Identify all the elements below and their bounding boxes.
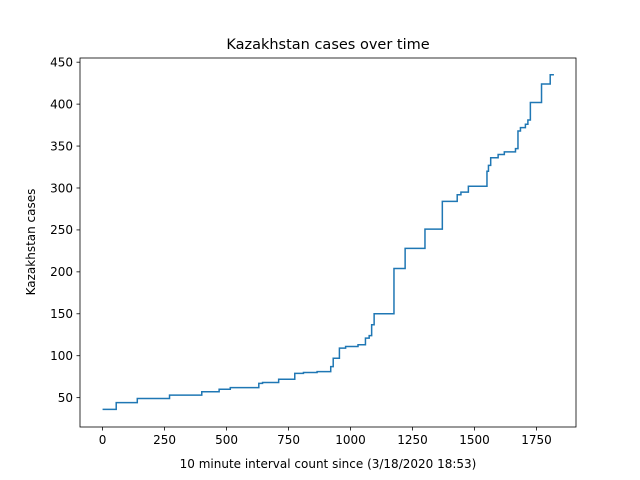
y-tick-label: 250 [50,223,73,237]
x-tick-label: 0 [99,433,107,447]
y-tick-label: 50 [58,391,73,405]
y-axis: 50 100 150 200 250 300 350 400 450 [50,55,80,405]
y-tick-label: 100 [50,349,73,363]
y-tick-label: 400 [50,97,73,111]
y-tick-label: 300 [50,181,73,195]
chart-title: Kazakhstan cases over time [226,37,429,53]
series-line [102,74,554,411]
x-axis: 0 250 500 750 1000 1250 1500 1750 [99,427,552,447]
y-tick-label: 200 [50,265,73,279]
x-tick-label: 500 [215,433,238,447]
x-tick-label: 1000 [335,433,366,447]
x-tick-label: 750 [277,433,300,447]
y-tick-label: 450 [50,55,73,69]
y-tick-label: 150 [50,307,73,321]
x-tick-label: 1750 [521,433,552,447]
y-tick-label: 350 [50,139,73,153]
y-axis-label: Kazakhstan cases [24,189,38,296]
x-axis-label: 10 minute interval count since (3/18/202… [180,457,477,471]
x-tick-label: 1500 [459,433,490,447]
plot-area [79,57,577,428]
x-tick-label: 250 [153,433,176,447]
x-tick-label: 1250 [397,433,428,447]
